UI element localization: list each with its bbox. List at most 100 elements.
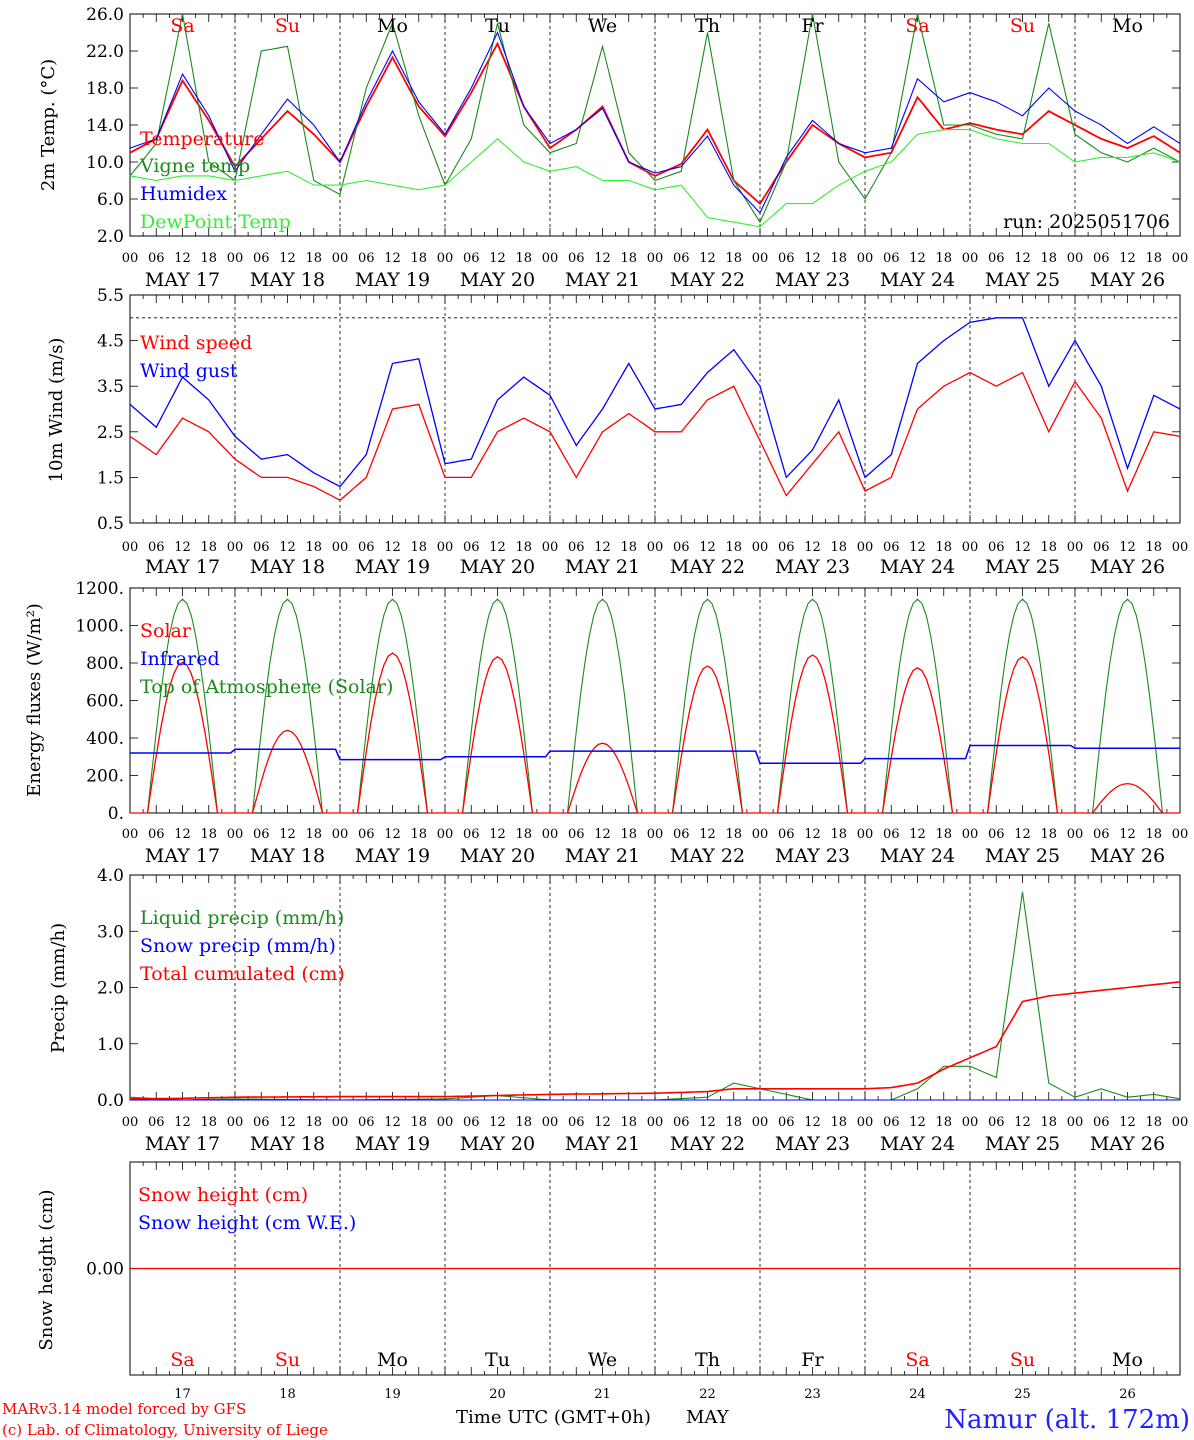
hour-tick-label: 12 [1119, 540, 1136, 555]
labels-layer: 2.0 6.0 10.0 14.0 18.0 22.0 26.0 00 06 12 18 MAY 17… [75, 5, 1188, 1402]
hour-tick-label: 06 [568, 251, 585, 266]
date-label: MAY 19 [355, 845, 430, 867]
legend-snow-precip: Snow precip (mm/h) [140, 935, 336, 957]
hour-tick-label: 12 [174, 540, 191, 555]
precip-y-axis-title: Precip (mm/h) [48, 923, 69, 1053]
hour-tick-label: 00 [752, 827, 769, 842]
hour-tick-label: 12 [804, 827, 821, 842]
date-label: MAY 23 [775, 1133, 850, 1155]
hour-tick-label: 12 [489, 251, 506, 266]
day-name-label: Mo [377, 15, 408, 37]
hour-tick-label: 00 [437, 827, 454, 842]
hour-tick-label: 00 [752, 251, 769, 266]
date-label: MAY 25 [985, 845, 1060, 867]
hour-tick-label: 06 [988, 827, 1005, 842]
date-label: MAY 20 [460, 269, 535, 291]
hour-tick-label: 06 [568, 1115, 585, 1130]
hour-tick-label: 00 [332, 251, 349, 266]
hour-tick-label: 18 [515, 540, 532, 555]
hour-tick-label: 18 [410, 827, 427, 842]
date-label: MAY 17 [145, 1133, 220, 1155]
energy-panel-frame [129, 587, 1181, 814]
hour-tick-label: 12 [699, 827, 716, 842]
y-tick-label: 18.0 [86, 79, 124, 99]
y-tick-label: 26.0 [86, 5, 124, 25]
hour-tick-label: 12 [174, 1115, 191, 1130]
legend-humidex: Humidex [140, 183, 227, 205]
y-tick-label: 0.00 [86, 1260, 124, 1280]
hour-tick-label: 06 [463, 251, 480, 266]
hour-tick-label: 12 [384, 827, 401, 842]
hour-tick-label: 18 [305, 251, 322, 266]
hour-tick-label: 18 [935, 827, 952, 842]
day-name-label: Sa [905, 1349, 929, 1371]
hour-tick-label: 06 [1093, 827, 1110, 842]
day-number-label: 23 [804, 1387, 821, 1402]
date-label: MAY 17 [145, 269, 220, 291]
hour-tick-label: 06 [883, 1115, 900, 1130]
y-tick-label: 200. [86, 767, 124, 787]
hour-tick-label: 06 [148, 540, 165, 555]
date-label: MAY 26 [1090, 1133, 1165, 1155]
day-number-label: 21 [594, 1387, 611, 1402]
hour-tick-label: 00 [1172, 827, 1189, 842]
hour-tick-label: 00 [1067, 827, 1084, 842]
y-tick-label: 0. [108, 804, 124, 824]
hour-tick-label: 18 [515, 251, 532, 266]
legend-snow-height-we: Snow height (cm W.E.) [138, 1212, 356, 1234]
hour-tick-label: 12 [699, 251, 716, 266]
hour-tick-label: 18 [1145, 827, 1162, 842]
date-label: MAY 19 [355, 556, 430, 578]
hour-tick-label: 12 [594, 540, 611, 555]
hour-tick-label: 12 [909, 540, 926, 555]
hour-tick-label: 12 [174, 251, 191, 266]
hour-tick-label: 06 [253, 827, 270, 842]
day-name-label: Fr [801, 1349, 824, 1371]
hour-tick-label: 00 [437, 1115, 454, 1130]
hour-tick-label: 12 [804, 540, 821, 555]
hour-tick-label: 06 [1093, 540, 1110, 555]
hour-tick-label: 06 [988, 1115, 1005, 1130]
hour-tick-label: 18 [725, 827, 742, 842]
hour-tick-label: 12 [489, 1115, 506, 1130]
hour-tick-label: 00 [332, 540, 349, 555]
date-label: MAY 21 [565, 845, 640, 867]
hour-tick-label: 12 [804, 1115, 821, 1130]
month-label: MAY [686, 1407, 730, 1428]
day-name-label: Tu [485, 15, 510, 37]
date-label: MAY 18 [250, 1133, 325, 1155]
hour-tick-label: 00 [857, 1115, 874, 1130]
hour-tick-label: 12 [279, 827, 296, 842]
hour-tick-label: 18 [830, 1115, 847, 1130]
hour-tick-label: 18 [830, 251, 847, 266]
hour-tick-label: 18 [620, 540, 637, 555]
hour-tick-label: 06 [358, 1115, 375, 1130]
hour-tick-label: 12 [909, 1115, 926, 1130]
hour-tick-label: 12 [804, 251, 821, 266]
hour-tick-label: 12 [1014, 540, 1031, 555]
hour-tick-label: 06 [673, 827, 690, 842]
day-name-label: Th [695, 1349, 720, 1371]
hour-tick-label: 06 [778, 827, 795, 842]
hour-tick-label: 18 [410, 540, 427, 555]
series-line-infrared [130, 744, 1180, 765]
hour-tick-label: 18 [935, 1115, 952, 1130]
day-name-label: Su [275, 1349, 300, 1371]
y-tick-label: 5.5 [97, 286, 124, 306]
day-number-label: 22 [699, 1387, 716, 1402]
day-name-label: Mo [1112, 15, 1143, 37]
series-line-wind-speed [129, 371, 1181, 501]
day-number-label: 18 [279, 1387, 296, 1402]
y-tick-label: 1.0 [97, 1035, 124, 1055]
hour-tick-label: 06 [673, 1115, 690, 1130]
hour-tick-label: 12 [489, 540, 506, 555]
hour-tick-label: 00 [1172, 1115, 1189, 1130]
hour-tick-label: 12 [699, 1115, 716, 1130]
hour-tick-label: 12 [489, 827, 506, 842]
hour-tick-label: 18 [410, 1115, 427, 1130]
hour-tick-label: 06 [883, 540, 900, 555]
energy-y-axis-title: Energy fluxes (W/m²) [24, 603, 45, 797]
date-label: MAY 23 [775, 845, 850, 867]
legend-solar: Solar [140, 620, 192, 642]
date-label: MAY 22 [670, 269, 745, 291]
